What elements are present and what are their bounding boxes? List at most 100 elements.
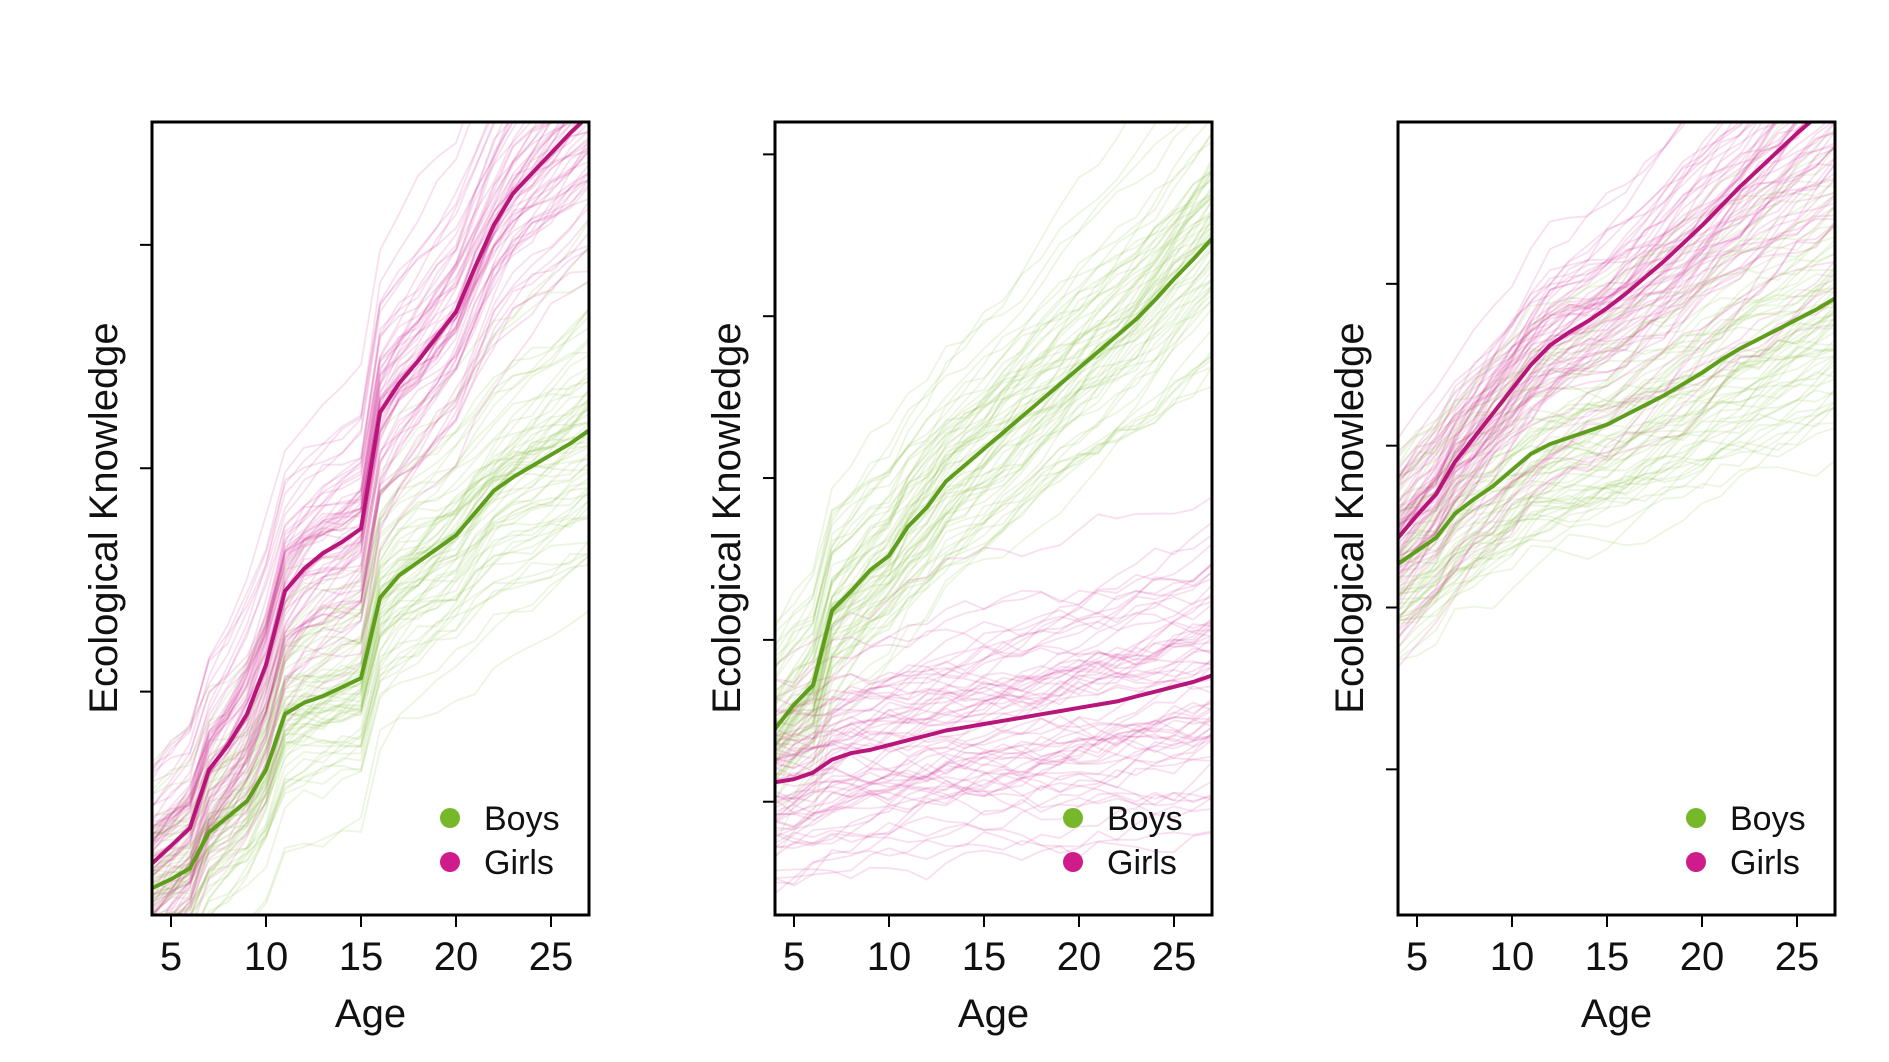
y-axis-label-1: Ecological Knowledge bbox=[82, 322, 126, 713]
sample-line-boys bbox=[160, 486, 589, 915]
sample-line-girls bbox=[1398, 261, 1835, 569]
sample-line-girls bbox=[1398, 122, 1801, 528]
sample-line-boys bbox=[1398, 314, 1835, 598]
y-axis-3 bbox=[1386, 282, 1398, 771]
sample-line-boys bbox=[152, 465, 589, 838]
sample-line-boys bbox=[1398, 286, 1835, 566]
sample-line-boys bbox=[1398, 355, 1835, 619]
sample-line-girls bbox=[1398, 122, 1797, 515]
sample-line-boys bbox=[1398, 300, 1835, 499]
chart-panel-2: 5 10 15 20 25 Age Ecological Knowledge Boys … bbox=[705, 120, 1214, 1036]
legend-label-girls: Girls bbox=[484, 844, 554, 882]
sample-line-girls bbox=[1398, 130, 1835, 567]
sample-line-boys bbox=[775, 270, 1212, 758]
sample-line-boys bbox=[1398, 268, 1835, 621]
sample-line-girls bbox=[775, 700, 1212, 885]
sample-line-boys bbox=[775, 122, 1128, 648]
mean-line-boys bbox=[775, 237, 1212, 731]
sample-line-girls bbox=[775, 534, 1212, 822]
sample-line-boys bbox=[775, 222, 1212, 725]
plot-frame-2 bbox=[773, 120, 1214, 917]
sample-line-boys bbox=[775, 285, 1212, 761]
sample-line-girls bbox=[163, 138, 589, 915]
x-axis-2: 5 10 15 20 25 bbox=[783, 915, 1196, 979]
sample-line-girls bbox=[775, 622, 1212, 749]
sample-line-boys bbox=[1398, 363, 1835, 547]
sample-line-boys bbox=[775, 385, 1212, 805]
sample-line-boys bbox=[1398, 343, 1835, 561]
sample-line-girls bbox=[1398, 260, 1835, 640]
sample-lines-1 bbox=[152, 122, 589, 915]
sample-line-girls bbox=[775, 732, 1212, 849]
sample-line-girls bbox=[1398, 122, 1750, 537]
sample-line-girls bbox=[152, 122, 509, 783]
sample-line-girls bbox=[1398, 204, 1835, 668]
x-axis-label-2: Age bbox=[958, 992, 1029, 1036]
sample-line-boys bbox=[200, 488, 589, 915]
sample-line-girls bbox=[152, 122, 514, 774]
legend-marker-boys bbox=[1063, 808, 1083, 828]
sample-line-boys bbox=[1398, 339, 1835, 618]
sample-line-girls bbox=[775, 617, 1212, 777]
sample-line-girls bbox=[152, 122, 573, 823]
sample-line-boys bbox=[1398, 355, 1835, 622]
sample-line-girls bbox=[168, 244, 589, 915]
sample-line-girls bbox=[775, 709, 1212, 838]
sample-line-girls bbox=[775, 726, 1212, 809]
sample-line-boys bbox=[775, 354, 1212, 762]
sample-line-boys bbox=[152, 492, 589, 911]
sample-line-boys bbox=[1398, 401, 1835, 598]
sample-line-girls bbox=[775, 739, 1212, 887]
sample-line-girls bbox=[775, 701, 1212, 809]
sample-line-girls bbox=[1398, 157, 1835, 534]
sample-line-boys bbox=[152, 421, 589, 879]
sample-line-girls bbox=[1398, 122, 1778, 545]
sample-line-boys bbox=[1398, 378, 1835, 571]
legend-marker-boys bbox=[440, 808, 460, 828]
sample-line-girls bbox=[152, 122, 519, 829]
sample-line-girls bbox=[1398, 142, 1835, 527]
sample-line-boys bbox=[775, 277, 1212, 779]
sample-line-boys bbox=[152, 315, 589, 856]
sample-line-girls bbox=[1398, 132, 1835, 557]
sample-line-girls bbox=[775, 543, 1212, 758]
sample-line-girls bbox=[172, 122, 552, 915]
mean-lines-1 bbox=[152, 122, 589, 891]
sample-line-girls bbox=[775, 733, 1212, 788]
sample-line-boys bbox=[1398, 390, 1835, 660]
x-tick-label: 25 bbox=[529, 935, 574, 979]
sample-line-boys bbox=[152, 505, 589, 915]
sample-line-girls bbox=[189, 200, 589, 915]
sample-line-boys bbox=[152, 446, 589, 865]
sample-line-boys bbox=[775, 248, 1212, 712]
sample-line-boys bbox=[775, 188, 1212, 729]
sample-line-boys bbox=[1398, 356, 1835, 619]
sample-line-boys bbox=[775, 329, 1212, 818]
sample-line-boys bbox=[152, 486, 589, 915]
x-axis-1: 5 10 15 20 25 bbox=[160, 915, 573, 979]
x-tick-label: 20 bbox=[1057, 935, 1102, 979]
sample-line-boys bbox=[775, 213, 1212, 845]
sample-line-boys bbox=[1398, 239, 1835, 557]
x-tick-label: 5 bbox=[1406, 935, 1428, 979]
sample-line-girls bbox=[152, 122, 465, 781]
sample-line-girls bbox=[1398, 122, 1808, 487]
sample-line-girls bbox=[152, 142, 589, 915]
sample-line-boys bbox=[1398, 322, 1835, 649]
mean-lines-3 bbox=[1398, 122, 1835, 566]
sample-line-boys bbox=[152, 400, 589, 902]
sample-line-girls bbox=[1398, 157, 1835, 471]
sample-line-girls bbox=[152, 149, 589, 846]
sample-line-boys bbox=[1398, 312, 1835, 564]
sample-line-girls bbox=[775, 830, 1212, 881]
sample-line-boys bbox=[169, 470, 589, 915]
sample-line-boys bbox=[1398, 310, 1835, 578]
sample-line-girls bbox=[775, 714, 1212, 894]
sample-line-boys bbox=[152, 422, 589, 858]
sample-line-boys bbox=[775, 237, 1212, 777]
sample-line-boys bbox=[775, 169, 1212, 746]
sample-line-boys bbox=[775, 279, 1212, 749]
sample-line-boys bbox=[1398, 279, 1835, 558]
sample-line-boys bbox=[1398, 388, 1835, 591]
